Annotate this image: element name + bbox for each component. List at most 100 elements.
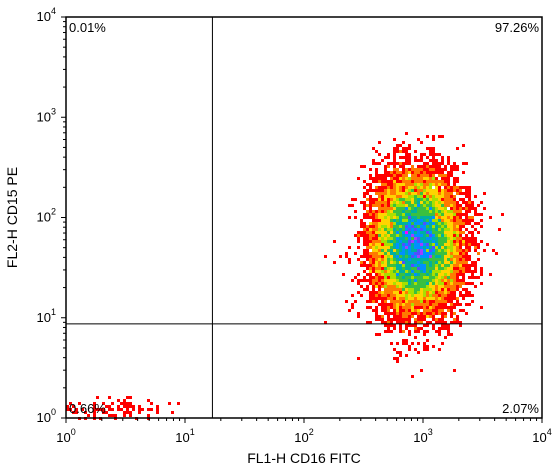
density-cell — [462, 243, 465, 246]
density-cell — [423, 255, 426, 258]
density-cell — [435, 195, 438, 198]
density-cell — [426, 339, 429, 342]
density-cell — [429, 285, 432, 288]
density-cell — [420, 189, 423, 192]
density-cell — [432, 273, 435, 276]
density-cell — [426, 279, 429, 282]
density-cell — [399, 144, 402, 147]
density-cell — [435, 237, 438, 240]
density-cell — [447, 222, 450, 225]
density-cell — [390, 198, 393, 201]
density-cell — [396, 351, 399, 354]
density-cell — [354, 210, 357, 213]
density-cell — [375, 267, 378, 270]
density-cell — [417, 201, 420, 204]
density-cell — [471, 231, 474, 234]
density-cell — [381, 264, 384, 267]
density-cell — [375, 282, 378, 285]
density-cell — [408, 219, 411, 222]
density-cell — [417, 195, 420, 198]
density-cell — [444, 285, 447, 288]
density-cell — [441, 243, 444, 246]
density-cell — [399, 267, 402, 270]
density-cell — [456, 252, 459, 255]
density-cell — [387, 189, 390, 192]
density-cell — [456, 318, 459, 321]
density-cell — [435, 255, 438, 258]
density-cell — [426, 300, 429, 303]
density-cell — [396, 168, 399, 171]
density-cell — [369, 228, 372, 231]
density-cell — [435, 213, 438, 216]
density-cell — [402, 258, 405, 261]
density-cell — [390, 312, 393, 315]
density-cell — [441, 321, 444, 324]
density-cell — [453, 291, 456, 294]
density-cell — [450, 165, 453, 168]
y-tick-label: 103 — [37, 106, 56, 124]
density-cell — [447, 288, 450, 291]
density-cell — [387, 198, 390, 201]
density-cell — [378, 237, 381, 240]
density-cell — [423, 234, 426, 237]
density-cell — [366, 198, 369, 201]
density-cell — [375, 246, 378, 249]
density-cell — [450, 282, 453, 285]
density-cell — [417, 291, 420, 294]
density-cell — [399, 240, 402, 243]
density-cell — [432, 201, 435, 204]
density-cell — [390, 243, 393, 246]
density-cell — [450, 243, 453, 246]
density-cell — [453, 261, 456, 264]
density-cell — [459, 294, 462, 297]
density-cell — [156, 408, 159, 411]
density-cell — [453, 243, 456, 246]
density-cell — [396, 270, 399, 273]
density-cell — [435, 279, 438, 282]
density-cell — [405, 354, 408, 357]
density-cell — [363, 276, 366, 279]
density-cell — [387, 174, 390, 177]
density-cell — [378, 222, 381, 225]
density-cell — [399, 324, 402, 327]
density-cell — [432, 210, 435, 213]
density-cell — [402, 156, 405, 159]
density-cell — [456, 285, 459, 288]
density-cell — [417, 294, 420, 297]
density-cell — [72, 405, 75, 408]
density-cell — [474, 261, 477, 264]
density-cell — [417, 171, 420, 174]
density-cell — [399, 186, 402, 189]
density-cell — [414, 267, 417, 270]
density-cell — [108, 408, 111, 411]
density-cell — [450, 252, 453, 255]
density-cell — [408, 309, 411, 312]
density-cell — [387, 321, 390, 324]
density-cell — [471, 237, 474, 240]
density-cell — [411, 195, 414, 198]
density-cell — [465, 252, 468, 255]
density-cell — [384, 330, 387, 333]
density-cell — [432, 195, 435, 198]
density-cell — [384, 207, 387, 210]
density-cell — [417, 222, 420, 225]
density-cell — [396, 264, 399, 267]
quadrant-gates — [66, 17, 542, 418]
density-cell — [411, 207, 414, 210]
density-cell — [390, 321, 393, 324]
density-cell — [387, 303, 390, 306]
density-cell — [117, 399, 120, 402]
density-cell — [471, 282, 474, 285]
density-cell — [399, 156, 402, 159]
density-cell — [393, 231, 396, 234]
density-cell — [363, 204, 366, 207]
density-cell — [423, 204, 426, 207]
density-cell — [378, 249, 381, 252]
density-cell — [363, 201, 366, 204]
density-cell — [69, 408, 72, 411]
density-cell — [369, 306, 372, 309]
density-cell — [390, 252, 393, 255]
density-cell — [432, 180, 435, 183]
density-cell — [378, 234, 381, 237]
density-cell — [363, 228, 366, 231]
